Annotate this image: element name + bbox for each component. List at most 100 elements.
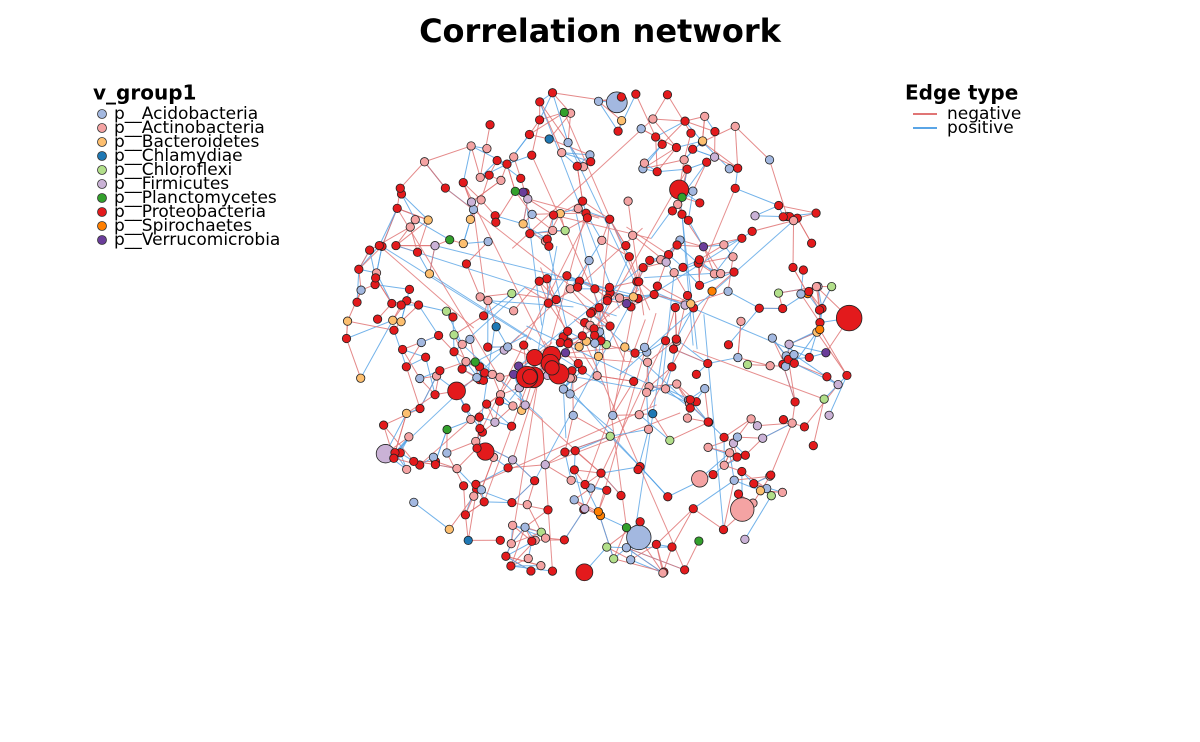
node (379, 420, 389, 430)
node (442, 448, 452, 458)
edge (792, 220, 795, 268)
node (495, 535, 505, 545)
node (724, 164, 734, 174)
edge (418, 304, 447, 312)
node (777, 487, 788, 497)
node (410, 215, 420, 225)
edge (684, 120, 716, 133)
edge (752, 220, 794, 232)
node (709, 152, 720, 162)
node (506, 539, 516, 549)
node (371, 273, 381, 283)
node (472, 372, 482, 383)
edge (684, 540, 700, 571)
node (402, 464, 412, 475)
node (605, 321, 615, 331)
node (694, 280, 705, 290)
edge (562, 388, 567, 439)
node (602, 485, 612, 495)
node (535, 97, 545, 107)
edge (394, 413, 408, 453)
node (737, 466, 747, 477)
edge (428, 245, 436, 274)
node (636, 124, 646, 134)
node (593, 351, 604, 362)
node (835, 304, 863, 332)
edge (632, 235, 645, 316)
node (482, 399, 492, 409)
node (540, 533, 551, 543)
edge (552, 92, 617, 103)
edge (687, 191, 694, 221)
node (703, 442, 713, 452)
node (520, 522, 530, 532)
edge (804, 384, 839, 428)
node (634, 410, 644, 420)
edge (584, 319, 646, 485)
node (691, 369, 702, 379)
edge (526, 504, 542, 533)
node (470, 357, 480, 367)
node (491, 322, 501, 332)
node (628, 292, 638, 302)
node (526, 566, 536, 576)
edge (405, 342, 422, 368)
node (523, 194, 533, 204)
node (395, 183, 405, 193)
edge (703, 314, 725, 530)
node (596, 468, 606, 478)
node (678, 262, 688, 273)
node (510, 186, 520, 196)
edge (642, 254, 669, 269)
node (663, 492, 673, 502)
node (626, 555, 636, 565)
edge (735, 187, 779, 206)
node (648, 409, 658, 419)
edge (744, 495, 772, 540)
node (372, 314, 383, 324)
edge (561, 152, 590, 156)
edge (539, 92, 553, 121)
node (742, 359, 753, 370)
node (404, 284, 415, 294)
edge (546, 278, 580, 282)
node (669, 268, 679, 278)
edge (627, 201, 634, 236)
node (569, 495, 579, 505)
legend-label: p__Chlamydiae (114, 146, 243, 166)
node (718, 525, 729, 535)
edge (573, 469, 586, 509)
node (616, 92, 627, 102)
edge (655, 544, 665, 573)
node (602, 296, 612, 306)
node (592, 371, 602, 381)
edge (511, 118, 654, 249)
edge (401, 193, 416, 220)
node (621, 522, 632, 533)
edge (552, 92, 569, 143)
node (613, 126, 623, 136)
edge (495, 215, 524, 225)
node (547, 566, 558, 576)
node (508, 455, 518, 465)
node (496, 175, 506, 185)
node (686, 128, 696, 138)
edge (597, 375, 634, 382)
edge (582, 200, 611, 220)
node (702, 157, 712, 167)
node (419, 157, 430, 167)
node (694, 536, 704, 546)
node (750, 211, 760, 221)
node (790, 397, 800, 407)
title: Correlation network (419, 12, 782, 50)
node (729, 267, 739, 277)
node (634, 277, 644, 287)
edge (800, 293, 821, 323)
edge (793, 354, 839, 386)
node (365, 245, 375, 255)
node (686, 299, 696, 309)
node (609, 554, 619, 564)
node (605, 214, 615, 224)
node (503, 342, 513, 352)
node (737, 233, 747, 243)
